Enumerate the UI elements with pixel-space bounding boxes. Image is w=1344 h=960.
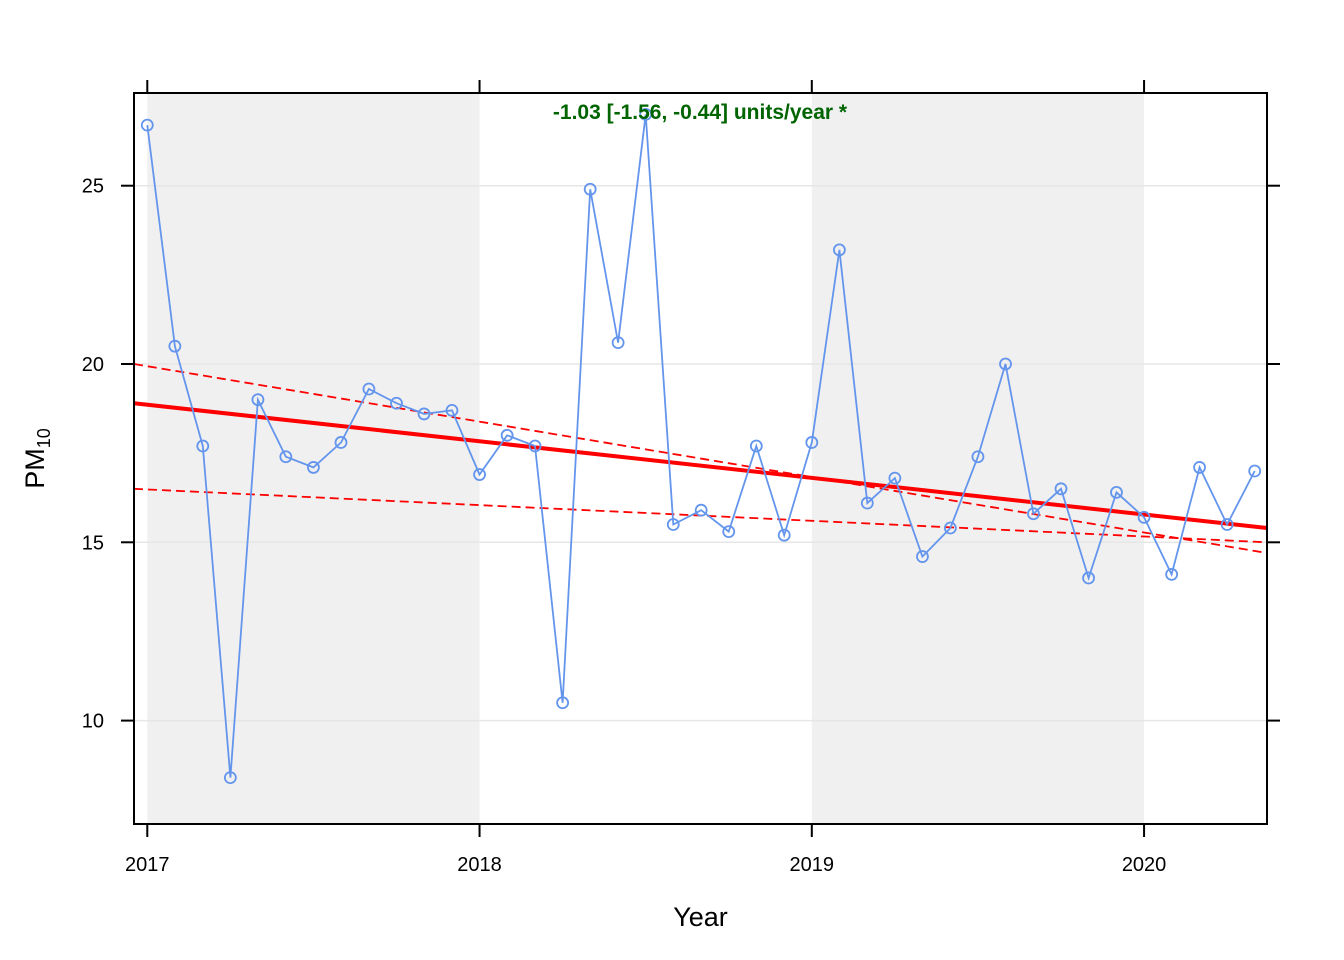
y-tick-label: 20 — [82, 354, 104, 376]
data-point — [445, 403, 459, 417]
y-tick-label: 10 — [82, 711, 104, 733]
trend-line — [133, 401, 1268, 531]
series-line — [146, 114, 1256, 778]
data-point — [1137, 510, 1151, 524]
year-band-0 — [147, 93, 480, 824]
data-point — [1027, 507, 1040, 521]
data-point — [1248, 464, 1262, 478]
data-point — [943, 521, 957, 535]
data-point — [473, 468, 486, 481]
data-point — [832, 243, 846, 257]
x-axis-title: Year — [673, 902, 728, 932]
x-tick-label: 2019 — [790, 854, 835, 876]
data-point — [251, 393, 265, 407]
data-point — [749, 439, 763, 453]
x-tick-label: 2017 — [125, 854, 170, 876]
data-point — [722, 525, 736, 538]
data-point — [140, 118, 154, 132]
data-point — [971, 450, 985, 464]
x-axis-ticks: 2017 2018 2019 2020 — [125, 80, 1166, 876]
data-point — [916, 550, 929, 563]
data-point — [223, 771, 237, 785]
data-point — [334, 436, 348, 449]
y-axis-title-subscript: 10 — [34, 428, 54, 448]
data-point — [556, 696, 570, 710]
data-point — [279, 450, 293, 464]
data-point — [583, 182, 597, 196]
data-point — [611, 336, 625, 350]
data-point — [307, 461, 320, 474]
data-point — [860, 496, 874, 510]
series-points — [140, 107, 1262, 785]
data-point — [1220, 518, 1234, 531]
y-tick-label: 15 — [82, 532, 104, 554]
data-point — [694, 503, 708, 517]
data-point — [1110, 485, 1123, 499]
data-point — [1165, 567, 1179, 581]
data-point — [777, 528, 791, 542]
data-point — [666, 518, 680, 531]
y-tick-label: 25 — [82, 176, 104, 198]
data-point — [1082, 571, 1095, 585]
plot-frame — [133, 92, 1268, 825]
data-point — [500, 428, 514, 442]
data-point — [390, 396, 403, 410]
series-polyline — [146, 114, 1256, 778]
data-point — [168, 339, 182, 353]
y-axis-ticks: 10 15 20 25 — [82, 176, 1280, 733]
x-tick-label: 2020 — [1122, 854, 1167, 876]
x-tick-label: 2018 — [457, 854, 502, 876]
trend-lower-bound — [133, 363, 1268, 554]
y-axis-title: PM10 — [20, 428, 54, 489]
trend-annotation: -1.03 [-1.56, -0.44] units/year * — [553, 101, 848, 124]
data-point — [528, 439, 542, 453]
y-axis-title-main: PM — [20, 448, 50, 489]
data-point — [639, 107, 653, 121]
data-point — [805, 436, 819, 449]
data-point — [1193, 461, 1206, 474]
data-point — [417, 407, 431, 421]
data-point — [888, 471, 902, 485]
data-point — [196, 439, 210, 453]
data-point — [1054, 482, 1068, 496]
data-point — [362, 382, 376, 396]
data-point — [999, 357, 1012, 371]
